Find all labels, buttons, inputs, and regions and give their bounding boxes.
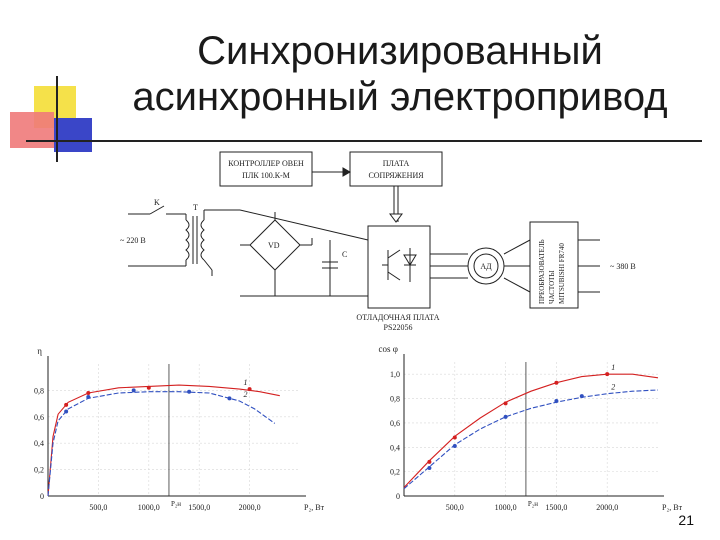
debug-board-label-2: PS22056 (384, 323, 413, 332)
motor-label: АД (480, 262, 492, 271)
x-tick-label: 1000,0 (495, 503, 517, 512)
data-point (452, 444, 457, 449)
controller-box (219, 151, 313, 187)
data-point (427, 459, 432, 464)
series-label-1: 1 (244, 378, 248, 387)
y-tick-label: 0,2 (34, 466, 44, 475)
data-point (86, 391, 91, 396)
power-factor-chart: 0 0,2 0,4 0,6 0,8 1,0 500,0 1000,0 1500,0 2000,0 c… (379, 344, 683, 512)
data-point (86, 395, 91, 399)
y-tick-label: 0 (396, 492, 400, 501)
efficiency-chart: 0 0,2 0,4 0,6 0,8 500,0 1000,0 1500,0 2000,0 η P₂,… (34, 346, 325, 512)
x-tick-label: 1500,0 (545, 503, 567, 512)
interface-label-1: ПЛАТА (383, 159, 410, 168)
x-tick-label: 2000,0 (239, 503, 261, 512)
transformer-primary (185, 219, 190, 261)
controller-label-1: КОНТРОЛЛЕР ОВЕН (228, 159, 304, 168)
transformer-label: T (193, 203, 198, 212)
decor-blue-square (54, 118, 92, 152)
y-tick-label: 0 (40, 492, 44, 501)
switch-label: K (154, 198, 160, 207)
y-axis-label: cos φ (379, 344, 398, 354)
x-tick-label: 500,0 (446, 503, 464, 512)
x-tick-label: 500,0 (89, 503, 107, 512)
data-point (64, 409, 69, 414)
supply-label: ~ 220 В (120, 236, 146, 245)
controller-label-2: ПЛК 100.К-М (242, 171, 290, 180)
x-tick-label: 2000,0 (596, 503, 618, 512)
data-point (503, 414, 508, 419)
series-label-2: 2 (611, 383, 615, 392)
x-tick-label: 1500,0 (188, 503, 210, 512)
y-tick-label: 0,4 (34, 439, 44, 448)
y-tick-label: 0,6 (390, 419, 400, 428)
grid-label: ~ 380 В (610, 262, 636, 271)
series-line-1 (403, 373, 659, 488)
converter-box (529, 221, 579, 309)
series-line-1 (47, 384, 280, 497)
slide-title: Синхронизированный асинхронный электропр… (100, 28, 700, 120)
bridge-label: VD (268, 241, 280, 250)
series-label-1: 1 (611, 363, 615, 372)
capacitor-label: C (342, 250, 347, 259)
transformer-secondary (200, 219, 205, 261)
page-number: 21 (678, 512, 694, 528)
x-tick-label: 1000,0 (138, 503, 160, 512)
series-line-2 (403, 389, 659, 490)
interface-label-2: СОПРЯЖЕНИЯ (368, 171, 424, 180)
converter-label-3: MITSUBISHI FR740 (558, 243, 566, 304)
data-point (64, 402, 69, 407)
nominal-power-label: P₂н (528, 500, 538, 508)
series-label-2: 2 (244, 390, 248, 399)
y-axis-label: η (37, 346, 42, 356)
data-point (247, 387, 252, 392)
data-point (605, 372, 610, 377)
data-point (554, 380, 559, 385)
interface-box (349, 151, 443, 187)
series-line-2 (47, 391, 276, 497)
decor-vertical-line (56, 76, 58, 162)
inverter-box (367, 225, 431, 309)
y-tick-label: 1,0 (390, 370, 400, 379)
y-tick-label: 0,6 (34, 413, 44, 422)
nominal-power-label: P₂н (171, 500, 181, 508)
y-tick-label: 0,4 (390, 443, 400, 452)
converter-label-2: ЧАСТОТЫ (548, 270, 556, 304)
data-point (131, 388, 136, 393)
y-tick-label: 0,8 (34, 386, 44, 395)
data-point (554, 398, 559, 403)
data-point (187, 389, 192, 394)
title-line-2: асинхронный электропривод (132, 75, 668, 119)
decor-red-square (10, 112, 54, 148)
debug-board-label-1: ОТЛАДОЧНАЯ ПЛАТА (356, 313, 439, 322)
x-axis-label: P₂, Вт (662, 503, 683, 512)
data-point (146, 385, 151, 390)
y-tick-label: 0,2 (390, 468, 400, 477)
decor-horizontal-line (26, 140, 702, 142)
data-point (579, 394, 584, 399)
data-point (427, 465, 432, 470)
data-point (452, 435, 457, 440)
title-line-1: Синхронизированный (197, 29, 603, 73)
converter-label-1: ПРЕОБРАЗОВАТЕЛЬ (538, 239, 546, 304)
data-point (503, 401, 508, 406)
x-axis-label: P₂, Вт (304, 503, 325, 512)
y-tick-label: 0,8 (390, 395, 400, 404)
data-point (227, 396, 232, 401)
